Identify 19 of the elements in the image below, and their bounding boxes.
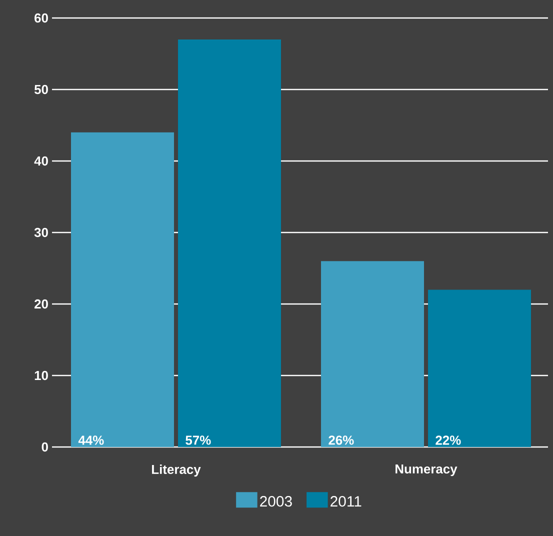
x-tick-label: Numeracy (396, 464, 458, 476)
legend-label: 2003 (260, 496, 292, 507)
y-tick-label: 0 (42, 442, 48, 452)
legend-label: 2011 (330, 496, 362, 507)
x-tick-label: Literacy (152, 464, 201, 477)
data-label: 26% (328, 436, 354, 445)
y-tick-label: 60 (34, 13, 48, 23)
data-label: 44% (78, 436, 104, 445)
bar (178, 39, 282, 447)
data-label: 22% (436, 436, 461, 445)
y-tick-label: 50 (34, 84, 48, 94)
y-tick-label: 30 (34, 228, 48, 238)
y-tick-label: 20 (34, 299, 48, 309)
bar (71, 132, 174, 447)
y-tick-label: 10 (34, 370, 48, 380)
bar (428, 290, 532, 447)
data-label: 57% (186, 436, 211, 445)
bar (321, 261, 424, 447)
y-tick-label: 40 (34, 156, 48, 166)
